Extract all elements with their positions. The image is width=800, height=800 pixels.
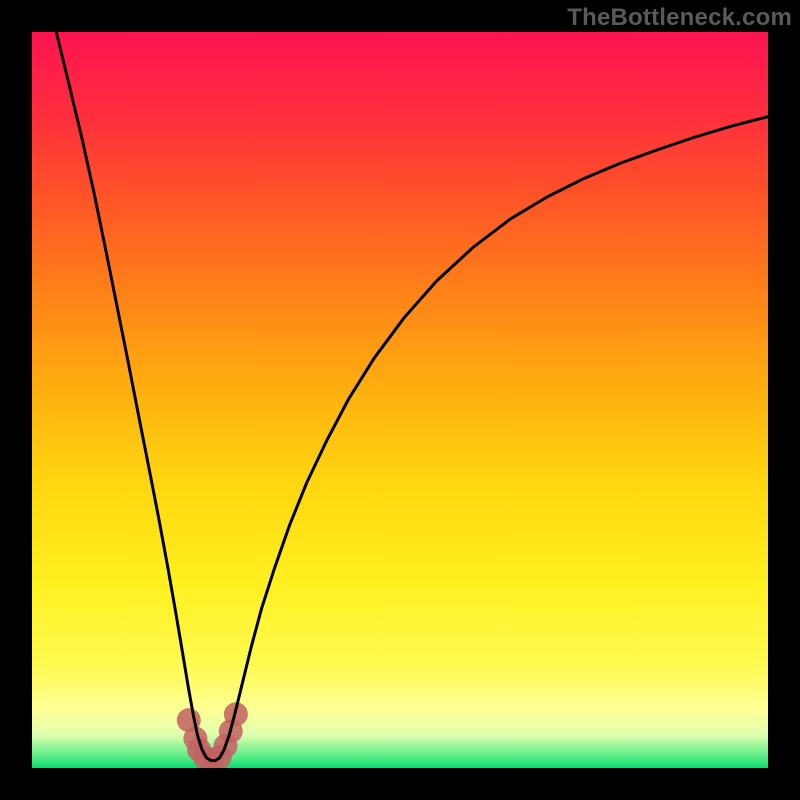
plot-area	[32, 32, 768, 768]
gradient-background	[32, 32, 768, 768]
attribution-text: TheBottleneck.com	[567, 4, 792, 32]
chart-svg	[32, 32, 768, 768]
